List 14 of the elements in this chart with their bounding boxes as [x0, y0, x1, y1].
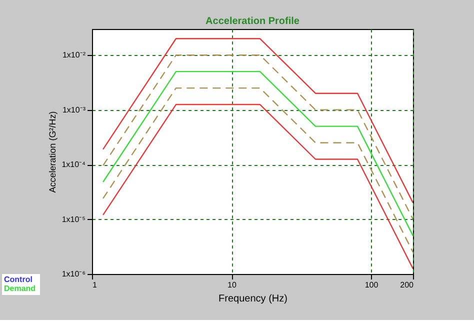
y-tick-label: 1x10⁻³	[62, 105, 86, 114]
y-tick-label: 1x10⁻⁵	[62, 214, 86, 224]
text: Demand	[4, 284, 36, 293]
text: Control	[4, 275, 32, 284]
chart-title: Acceleration Profile	[206, 16, 300, 27]
x-tick-label: 10	[228, 280, 237, 290]
x-tick-label: 1	[92, 280, 98, 290]
x-axis-title: Frequency (Hz)	[218, 294, 288, 304]
y-tick-label: 1x10⁻⁴	[62, 160, 86, 170]
x-tick-label: 200	[400, 280, 414, 290]
y-axis-title: Acceleration (G²/Hz)	[48, 111, 58, 193]
y-tick-label: 1x10⁻²	[62, 50, 86, 60]
y-tick-label: 1x10⁻⁶	[62, 270, 86, 278]
x-tick-label: 100	[364, 280, 379, 290]
